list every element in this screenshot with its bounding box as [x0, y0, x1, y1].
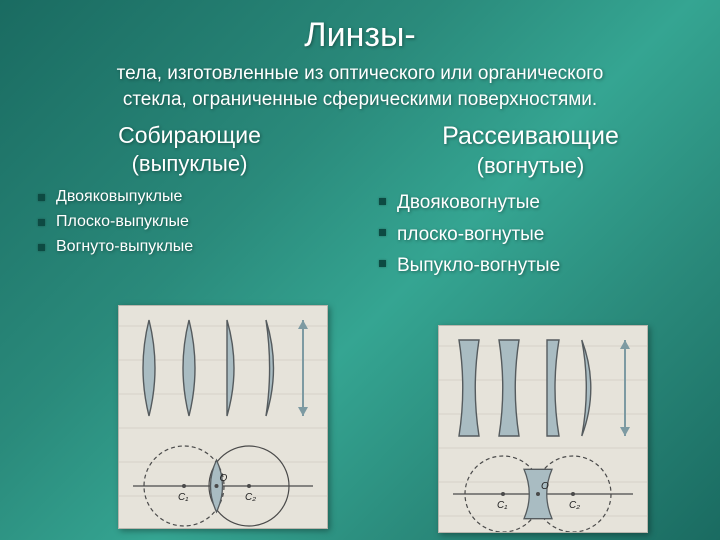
subtitle-line1: тела, изготовленные из оптического или о… — [117, 63, 604, 84]
svg-text:C₂: C₂ — [245, 492, 256, 503]
columns: Собирающие (выпуклые) Двояковыпуклые Пло… — [0, 122, 720, 281]
left-kinds-list: Двояковыпуклые Плоско-выпуклые Вогнуто-в… — [38, 185, 351, 259]
right-head1: Рассеивающие — [369, 122, 692, 151]
list-item: плоско-вогнутые — [379, 219, 692, 250]
page-title: Линзы- — [0, 0, 720, 55]
converging-lens-diagram: O C₁ C₂ — [119, 306, 327, 528]
figure-diverging: O C₁ C₂ — [438, 325, 648, 533]
svg-text:O: O — [220, 473, 228, 484]
left-head1: Собирающие — [28, 122, 351, 149]
subtitle: тела, изготовленные из оптического или о… — [0, 61, 720, 112]
list-item: Вогнуто-выпуклые — [38, 235, 351, 260]
slide: Линзы- тела, изготовленные из оптическог… — [0, 0, 720, 540]
left-head2: (выпуклые) — [28, 151, 351, 177]
svg-text:O: O — [541, 481, 549, 492]
list-item: Двояковогнутые — [379, 187, 692, 218]
list-item: Выпукло-вогнутые — [379, 250, 692, 281]
svg-text:C₂: C₂ — [569, 500, 580, 511]
svg-text:C₁: C₁ — [497, 500, 507, 511]
column-left: Собирающие (выпуклые) Двояковыпуклые Пло… — [28, 122, 351, 281]
list-item: Плоско-выпуклые — [38, 210, 351, 235]
diverging-lens-diagram: O C₁ C₂ — [439, 326, 647, 532]
column-right: Рассеивающие (вогнутые) Двояковогнутые п… — [369, 122, 692, 281]
right-kinds-list: Двояковогнутые плоско-вогнутые Выпукло-в… — [379, 187, 692, 281]
svg-text:C₁: C₁ — [178, 492, 188, 503]
list-item: Двояковыпуклые — [38, 185, 351, 210]
subtitle-line2: стекла, ограниченные сферическими поверх… — [123, 89, 597, 110]
right-head2: (вогнутые) — [369, 153, 692, 179]
figure-converging: O C₁ C₂ — [118, 305, 328, 529]
